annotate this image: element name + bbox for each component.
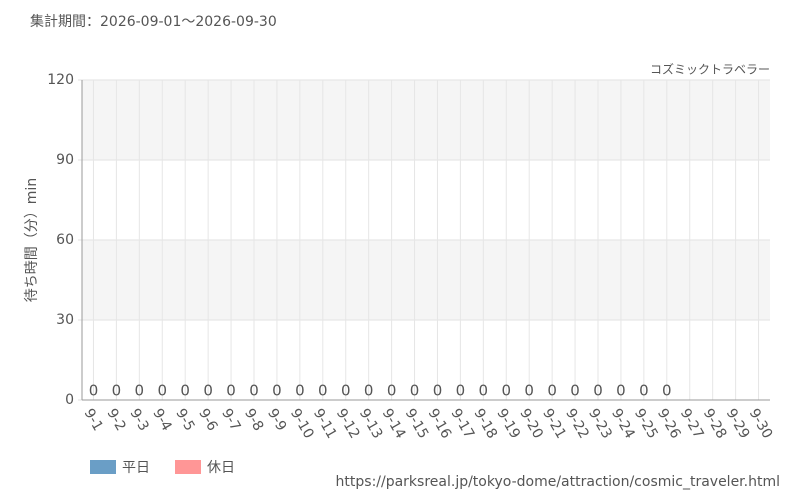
data-label: 0 [341,382,351,400]
data-label: 0 [272,382,282,400]
x-tick-label: 9-17 [447,406,477,442]
x-tick-label: 9-25 [631,406,661,442]
x-tick-label: 9-20 [516,406,546,442]
data-label: 0 [524,382,534,400]
data-label: 0 [318,382,328,400]
data-label: 0 [180,382,190,400]
x-tick-label: 9-14 [379,406,409,442]
x-tick-label: 9-16 [425,406,455,442]
x-tick-label: 9-28 [700,406,730,442]
y-tick-label: 0 [65,392,74,408]
x-tick-label: 9-1 [81,406,106,434]
x-tick-label: 9-22 [562,406,592,442]
x-tick-label: 9-30 [746,406,776,442]
footer-url: https://parksreal.jp/tokyo-dome/attracti… [336,474,780,490]
legend-label: 休日 [207,460,235,476]
x-tick-label: 9-8 [241,406,266,434]
x-tick-label: 9-6 [195,406,220,434]
x-tick-label: 9-7 [218,406,243,434]
x-tick-label: 9-9 [264,406,289,434]
x-tick-label: 9-5 [172,406,197,434]
chart-subtitle: コズミックトラベラー [650,62,770,77]
data-label: 0 [593,382,603,400]
chart-title: 集計期間：2026-09-01〜2026-09-30 [30,13,277,30]
y-axis-label: 待ち時間（分）min [24,178,40,302]
grid-band [82,80,770,160]
legend-swatch [90,460,116,474]
data-label: 0 [456,382,466,400]
data-label: 0 [662,382,672,400]
x-tick-label: 9-18 [470,406,500,442]
x-tick-label: 9-27 [677,406,707,442]
data-label: 0 [547,382,557,400]
data-label: 0 [112,382,122,400]
x-tick-label: 9-10 [287,406,317,442]
data-label: 0 [226,382,236,400]
x-tick-label: 9-13 [356,406,386,442]
data-label: 0 [410,382,420,400]
grid-band [82,240,770,320]
x-tick-label: 9-3 [126,406,151,434]
data-label: 0 [570,382,580,400]
data-label: 0 [135,382,145,400]
data-label: 0 [433,382,443,400]
data-label: 0 [157,382,167,400]
y-tick-label: 90 [56,152,74,168]
legend-swatch [175,460,201,474]
x-tick-label: 9-15 [402,406,432,442]
x-tick-label: 9-2 [103,406,128,434]
data-label: 0 [387,382,397,400]
x-tick-label: 9-19 [493,406,523,442]
data-label: 0 [249,382,259,400]
data-label: 0 [639,382,649,400]
y-tick-label: 30 [56,312,74,328]
x-tick-label: 9-29 [723,406,753,442]
data-label: 0 [203,382,213,400]
data-label: 0 [479,382,489,400]
x-tick-label: 9-11 [310,406,340,442]
x-tick-label: 9-4 [149,406,174,434]
x-tick-label: 9-23 [585,406,615,442]
y-tick-label: 60 [56,232,74,248]
data-label: 0 [295,382,305,400]
data-label: 0 [616,382,626,400]
data-label: 0 [89,382,99,400]
x-tick-label: 9-26 [654,406,684,442]
x-tick-label: 9-12 [333,406,363,442]
legend-label: 平日 [122,460,150,476]
data-label: 0 [501,382,511,400]
y-tick-label: 120 [47,72,74,88]
x-tick-label: 9-24 [608,406,638,442]
data-label: 0 [364,382,374,400]
x-tick-label: 9-21 [539,406,569,442]
